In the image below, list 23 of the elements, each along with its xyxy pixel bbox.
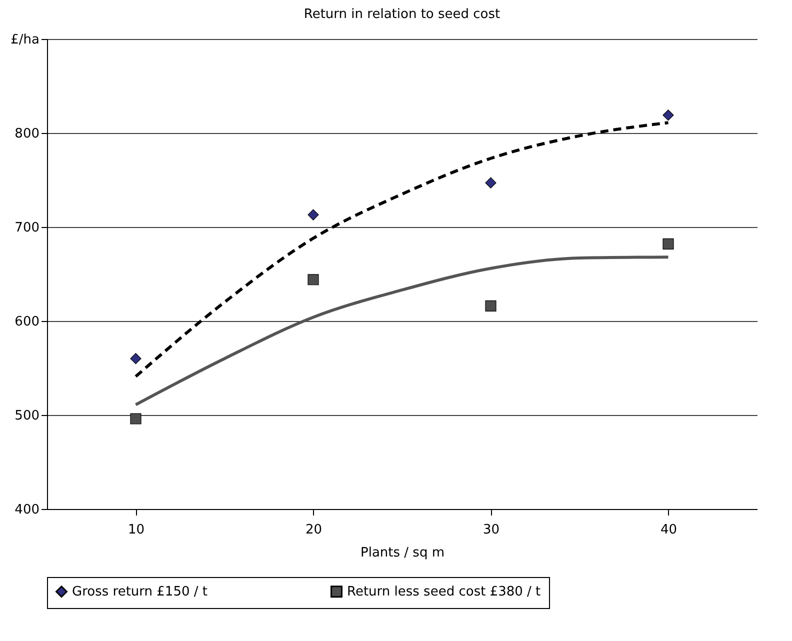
x-tick-label: 30 (482, 522, 500, 538)
point (308, 209, 319, 220)
y-tick-label: 600 (14, 314, 40, 330)
y-tick-label: 700 (14, 220, 40, 236)
y-tick-label: 800 (14, 126, 40, 142)
point (308, 274, 319, 286)
y-tick-label: 500 (14, 408, 40, 424)
legend-label: Return less seed cost £380 / t (347, 584, 541, 600)
point (130, 413, 142, 424)
point (662, 110, 674, 121)
y-tick-label: £/ha (10, 32, 40, 48)
chart-title: Return in relation to seed cost (304, 7, 500, 22)
x-tick-label: 40 (660, 522, 678, 538)
point (485, 177, 496, 188)
x-tick-label: 10 (128, 522, 145, 538)
point (662, 238, 674, 250)
point (485, 300, 496, 312)
line-series (134, 256, 670, 406)
x-axis-title: Plants / sq m (360, 546, 444, 560)
x-tick-label: 20 (305, 522, 322, 538)
point (130, 353, 142, 364)
y-tick-label: 400 (14, 502, 40, 518)
legend-label: Gross return £150 / t (72, 584, 208, 600)
